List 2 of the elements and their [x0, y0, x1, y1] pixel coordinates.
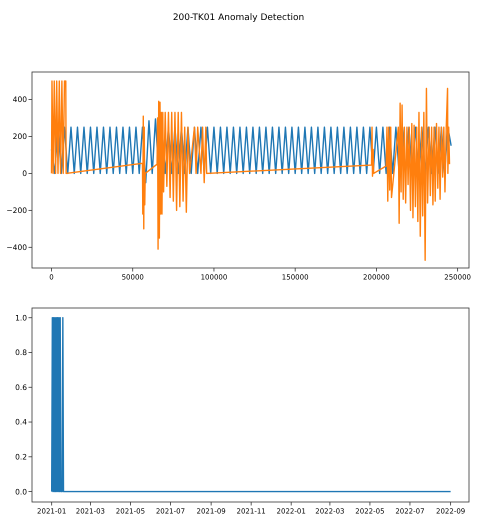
- line-series: [50, 80, 450, 261]
- chart-title: 200-TK01 Anomaly Detection: [172, 13, 304, 23]
